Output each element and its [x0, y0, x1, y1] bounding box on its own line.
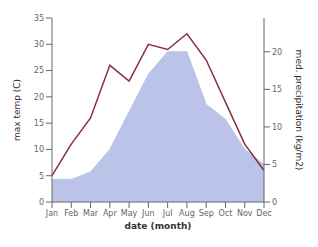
- svg-text:Nov: Nov: [237, 209, 253, 218]
- svg-text:25: 25: [34, 66, 44, 75]
- svg-text:med. precipitation (kg/m2): med. precipitation (kg/m2): [294, 50, 304, 171]
- svg-text:max temp (C): max temp (C): [12, 79, 22, 141]
- svg-text:30: 30: [34, 40, 44, 49]
- svg-text:Mar: Mar: [83, 209, 99, 218]
- svg-text:0: 0: [272, 198, 277, 207]
- svg-text:10: 10: [34, 145, 44, 154]
- svg-text:10: 10: [272, 123, 282, 132]
- svg-text:5: 5: [39, 172, 44, 181]
- svg-text:Aug: Aug: [179, 209, 195, 218]
- svg-text:Jan: Jan: [45, 209, 58, 218]
- svg-text:May: May: [121, 209, 138, 218]
- svg-text:date (month): date (month): [125, 221, 192, 231]
- svg-text:15: 15: [34, 119, 44, 128]
- svg-text:Jul: Jul: [162, 209, 173, 218]
- svg-text:Jun: Jun: [141, 209, 155, 218]
- svg-text:5: 5: [272, 160, 277, 169]
- svg-text:Oct: Oct: [219, 209, 233, 218]
- svg-text:Dec: Dec: [256, 209, 271, 218]
- svg-text:Apr: Apr: [103, 209, 118, 218]
- svg-text:Sep: Sep: [199, 209, 214, 218]
- svg-text:20: 20: [34, 93, 44, 102]
- svg-text:Feb: Feb: [64, 209, 78, 218]
- svg-text:15: 15: [272, 85, 282, 94]
- svg-text:20: 20: [272, 48, 282, 57]
- svg-text:35: 35: [34, 14, 44, 23]
- svg-text:0: 0: [39, 198, 44, 207]
